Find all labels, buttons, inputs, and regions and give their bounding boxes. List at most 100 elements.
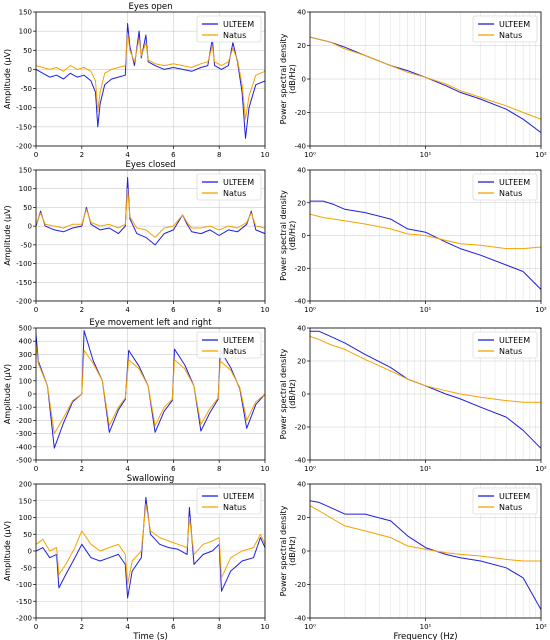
legend: ULTEEM Natus bbox=[472, 487, 538, 515]
y-axis-label-line2: (dB/Hz) bbox=[288, 536, 297, 566]
y-axis-label-line1: Power spectral density bbox=[279, 348, 288, 439]
y-tick-label: -50 bbox=[21, 85, 32, 93]
x-tick-label: 8 bbox=[217, 151, 221, 159]
y-tick-label: -20 bbox=[295, 581, 306, 589]
y-tick-label: 20 bbox=[297, 358, 306, 366]
x-tick-label: 10 bbox=[261, 623, 270, 631]
x-tick-label: 10⁰ bbox=[304, 306, 316, 314]
y-axis-label-line1: Power spectral density bbox=[279, 190, 288, 281]
legend: ULTEEM Natus bbox=[472, 15, 538, 43]
y-tick-label: 40 bbox=[297, 325, 306, 333]
y-tick-label: -40 bbox=[295, 298, 306, 306]
legend-label-natus: Natus bbox=[223, 31, 246, 40]
y-tick-label: -20 bbox=[295, 424, 306, 432]
x-tick-label: 0 bbox=[34, 465, 38, 473]
y-tick-label: 200 bbox=[19, 364, 32, 372]
y-tick-label: -150 bbox=[16, 279, 32, 287]
y-tick-label: -100 bbox=[16, 404, 32, 412]
x-axis-label: Frequency (Hz) bbox=[393, 632, 457, 640]
series-line-natus bbox=[310, 505, 541, 562]
y-tick-label: -100 bbox=[16, 260, 32, 268]
y-tick-label: 100 bbox=[19, 514, 32, 522]
x-tick-label: 10² bbox=[535, 623, 547, 631]
y-tick-label: 0 bbox=[302, 391, 306, 399]
series-line-natus bbox=[36, 32, 265, 120]
series-line-ulteem bbox=[36, 496, 265, 599]
series-line-natus bbox=[36, 503, 265, 585]
x-tick-label: 10 bbox=[261, 306, 270, 314]
series-line-natus bbox=[310, 36, 541, 120]
legend-label-ulteem: ULTEEM bbox=[223, 20, 254, 29]
y-tick-label: 100 bbox=[19, 185, 32, 193]
y-tick-label: 50 bbox=[23, 47, 32, 55]
x-tick-label: 6 bbox=[171, 306, 176, 314]
y-tick-label: -400 bbox=[16, 443, 32, 451]
y-tick-label: -150 bbox=[16, 598, 32, 606]
y-tick-label: 0 bbox=[302, 76, 306, 84]
legend-label-natus: Natus bbox=[499, 503, 522, 512]
y-tick-label: 150 bbox=[19, 497, 32, 505]
x-tick-label: 8 bbox=[217, 465, 221, 473]
y-tick-label: 0 bbox=[302, 548, 306, 556]
y-tick-label: -40 bbox=[295, 457, 306, 465]
y-tick-label: 500 bbox=[19, 325, 32, 333]
legend-label-natus: Natus bbox=[499, 189, 522, 198]
subplot-title: Swallowing bbox=[127, 474, 175, 484]
y-tick-label: 0 bbox=[28, 548, 32, 556]
y-tick-label: -200 bbox=[16, 615, 32, 623]
x-tick-label: 10¹ bbox=[420, 623, 432, 631]
y-axis-label-line2: (dB/Hz) bbox=[288, 221, 297, 251]
x-tick-label: 10 bbox=[261, 465, 270, 473]
subplot-title: Eyes closed bbox=[125, 160, 175, 170]
y-tick-label: 0 bbox=[28, 66, 32, 74]
y-axis-label: Power spectral density(dB/Hz) bbox=[279, 505, 297, 596]
subplot-5: 0 2 4 6 8 10 500 400 300 200 100 0 -100 -200 -300 -400 -… bbox=[3, 318, 269, 473]
y-tick-label: -50 bbox=[21, 564, 32, 572]
legend-label-natus: Natus bbox=[223, 189, 246, 198]
x-tick-label: 4 bbox=[125, 465, 130, 473]
x-tick-label: 8 bbox=[217, 623, 221, 631]
y-tick-label: 40 bbox=[297, 481, 306, 489]
legend-label-natus: Natus bbox=[499, 347, 522, 356]
subplot-7: 0 2 4 6 8 10 200 150 100 50 0 -50 -100 -150 -200 Swallo… bbox=[3, 474, 269, 640]
y-tick-label: -200 bbox=[16, 143, 32, 151]
y-tick-label: 50 bbox=[23, 204, 32, 212]
subplot-6: 10⁰ 10¹ 10² 40 20 0 -20 -40 Power spectral densi… bbox=[279, 325, 547, 474]
subplot-1: 0 2 4 6 8 10 150 100 50 0 -50 -100 -150 -200 Eyes open… bbox=[3, 2, 269, 159]
plot-frame bbox=[309, 11, 542, 147]
y-tick-label: 400 bbox=[19, 338, 32, 346]
legend-label-natus: Natus bbox=[499, 31, 522, 40]
plot-frame bbox=[309, 327, 542, 461]
x-tick-label: 2 bbox=[80, 623, 84, 631]
y-axis-label: Power spectral density(dB/Hz) bbox=[279, 190, 297, 281]
subplot-title: Eyes open bbox=[129, 2, 173, 12]
y-axis-label: Amplitude (μV) bbox=[3, 49, 12, 109]
y-tick-label: 40 bbox=[297, 9, 306, 17]
legend: ULTEEM Natus bbox=[196, 15, 262, 43]
legend-label-ulteem: ULTEEM bbox=[223, 178, 254, 187]
y-tick-label: 20 bbox=[297, 42, 306, 50]
y-axis-label: Amplitude (μV) bbox=[3, 205, 12, 265]
plot-frame bbox=[309, 483, 542, 619]
legend: ULTEEM Natus bbox=[196, 173, 262, 201]
x-tick-label: 6 bbox=[171, 623, 176, 631]
y-tick-label: 0 bbox=[28, 391, 32, 399]
plot-frame bbox=[35, 483, 266, 619]
series-line-ulteem bbox=[36, 177, 265, 246]
y-tick-label: -200 bbox=[16, 417, 32, 425]
plot-frame bbox=[309, 169, 542, 302]
y-tick-label: 300 bbox=[19, 351, 32, 359]
legend: ULTEEM Natus bbox=[196, 487, 262, 515]
x-tick-label: 4 bbox=[125, 151, 130, 159]
y-tick-label: 20 bbox=[297, 199, 306, 207]
y-axis-label-line2: (dB/Hz) bbox=[288, 379, 297, 409]
x-tick-label: 0 bbox=[34, 306, 38, 314]
y-tick-label: 50 bbox=[23, 531, 32, 539]
plot-frame bbox=[35, 11, 266, 147]
y-tick-label: 0 bbox=[28, 223, 32, 231]
subplot-3: 0 2 4 6 8 10 150 100 50 0 -50 -100 -150 -200 Eyes clos… bbox=[3, 160, 269, 314]
x-tick-label: 0 bbox=[34, 623, 38, 631]
y-tick-label: -50 bbox=[21, 241, 32, 249]
y-tick-label: -300 bbox=[16, 430, 32, 438]
y-axis-label-line2: (dB/Hz) bbox=[288, 64, 297, 94]
